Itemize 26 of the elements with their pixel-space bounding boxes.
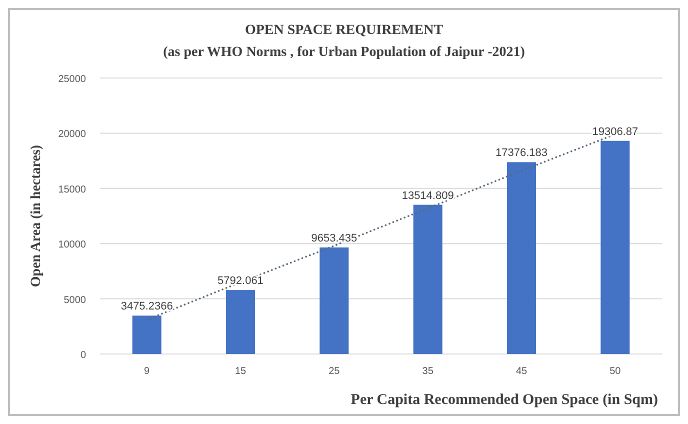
bar (132, 316, 162, 354)
x-tick-label: 15 (234, 366, 246, 377)
data-label: 17376.183 (496, 147, 548, 160)
chart-subtitle: (as per WHO Norms , for Urban Population of Jaipur -2021) (163, 45, 526, 60)
bar (413, 204, 442, 354)
data-label: 13514.809 (402, 190, 454, 202)
x-tick-label: 9 (144, 366, 150, 377)
y-tick-label: 0 (80, 350, 86, 361)
x-tick-label: 50 (610, 366, 622, 377)
y-axis-title: Open Area (in hectares) (29, 144, 44, 288)
y-tick-label: 15000 (58, 184, 86, 196)
y-tick-label: 25000 (58, 74, 86, 85)
bar (320, 247, 349, 354)
bar (226, 290, 256, 354)
x-axis-title: Per Capita Recommended Open Space (in Sqm) (350, 392, 658, 408)
y-tick-label: 20000 (58, 129, 86, 140)
bar (506, 162, 536, 354)
y-tick-label: 10000 (58, 240, 86, 251)
data-label: 19306.87 (592, 126, 638, 138)
y-tick-label: 5000 (64, 294, 86, 306)
chart-title: OPEN SPACE REQUIREMENT (244, 23, 444, 38)
x-tick-label: 25 (328, 366, 340, 377)
x-tick-label: 35 (422, 366, 434, 377)
bar (600, 140, 630, 354)
data-label: 3475.2366 (120, 300, 173, 313)
x-tick-label: 45 (516, 366, 528, 377)
